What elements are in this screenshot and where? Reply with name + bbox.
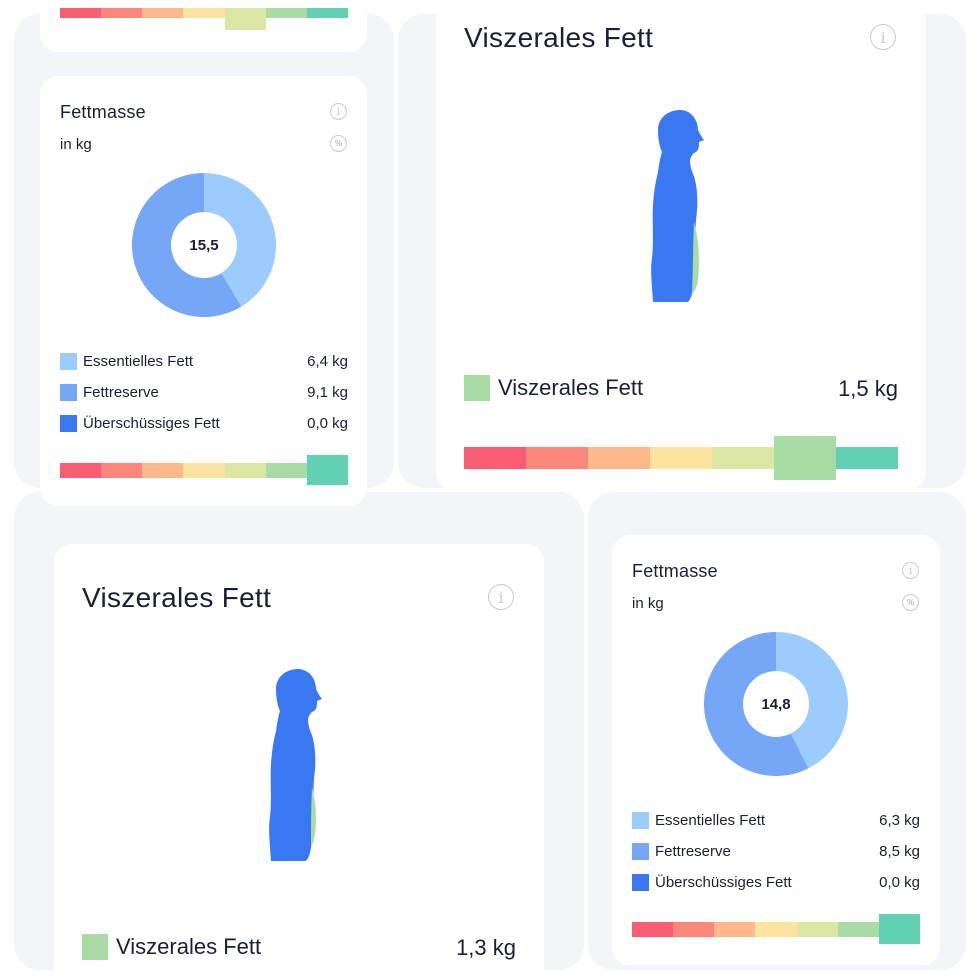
scale-segment: [588, 447, 650, 469]
card-title: Viszerales Fett: [464, 22, 654, 53]
scale-segment: [650, 447, 712, 469]
legend-value: 0,0 kg: [307, 415, 348, 432]
body-silhouette-icon: [651, 110, 704, 302]
viszerales-fett-legend: Viszerales Fett: [464, 375, 643, 401]
scale-segment: [265, 462, 307, 478]
scale-segment: [60, 462, 102, 478]
scale-segment: [464, 447, 526, 469]
donut-slice: [776, 632, 848, 769]
card-title: Fettmasse: [60, 102, 146, 122]
body-silhouette-icon: [269, 669, 322, 861]
legend-label: Fettreserve: [655, 843, 731, 860]
legend-label: Überschüssiges Fett: [655, 874, 792, 891]
scale-segment: [837, 921, 879, 937]
legend-label: Essentielles Fett: [655, 812, 766, 829]
donut-slice: [204, 173, 276, 307]
card-title: Viszerales Fett: [82, 582, 272, 613]
viszerales-fett-value: 1,3 kg: [456, 935, 516, 960]
fettmasse-card: Fettmasse i in kg % 14,8 Essentielles Fe…: [612, 535, 940, 965]
legend-swatch-essential: [60, 353, 77, 370]
viszerales-fett-card: Viszerales Fett i Viszerales Fett 1,3 kg: [54, 544, 544, 980]
legend-essential: Essentielles Fett: [60, 353, 193, 370]
percent-icon[interactable]: %: [902, 594, 919, 611]
scale-segment: [755, 921, 797, 937]
scale-segment: [306, 455, 348, 485]
viszerales-fett-legend: Viszerales Fett: [82, 934, 261, 960]
legend-label: Überschüssiges Fett: [83, 415, 220, 432]
scale-segment: [714, 921, 756, 937]
fettmasse-donut-chart: [132, 173, 276, 317]
viszerales-fett-card: Viszerales Fett i Viszerales Fett 1,5 kg: [436, 0, 926, 490]
percent-icon[interactable]: %: [330, 135, 347, 152]
info-icon[interactable]: i: [330, 103, 347, 120]
scale-segment: [183, 462, 225, 478]
donut-slice: [704, 632, 809, 776]
scale-segment: [673, 921, 715, 937]
legend-swatch-reserve: [60, 384, 77, 401]
scale-segment: [224, 462, 266, 478]
scale-segment: [142, 462, 184, 478]
info-icon[interactable]: i: [870, 24, 896, 50]
legend-reserve: Fettreserve: [60, 384, 159, 401]
scale-segment: [526, 447, 588, 469]
scale-bar: [60, 8, 348, 30]
legend-label: Essentielles Fett: [83, 353, 194, 370]
scale-segment: [265, 8, 307, 18]
legend-swatch-visceral: [82, 934, 108, 960]
legend-swatch-essential: [632, 812, 649, 829]
scale-segment: [60, 8, 102, 18]
legend-value: 9,1 kg: [307, 384, 348, 401]
viszerales-fett-value: 1,5 kg: [838, 376, 898, 401]
legend-essential: Essentielles Fett: [632, 812, 765, 829]
legend-excess: Überschüssiges Fett: [632, 874, 792, 891]
scale-segment: [306, 8, 348, 18]
legend-swatch-excess: [60, 415, 77, 432]
unit-label: in kg: [632, 595, 664, 612]
fettmasse-card: Fettmasse i in kg % 15,5 Essentielles Fe…: [40, 76, 367, 506]
info-icon[interactable]: i: [488, 584, 514, 610]
scale-bar: [632, 914, 920, 944]
donut-total-value: 15,5: [189, 237, 219, 254]
scale-segment: [712, 447, 774, 469]
scale-bar: [464, 436, 898, 480]
scale-segment: [142, 8, 184, 18]
legend-reserve: Fettreserve: [632, 843, 731, 860]
info-icon[interactable]: i: [902, 562, 919, 579]
legend-label: Fettreserve: [83, 384, 159, 401]
legend-label: Viszerales Fett: [498, 375, 644, 400]
legend-swatch-visceral: [464, 375, 490, 401]
legend-value: 6,4 kg: [307, 353, 348, 370]
scale-segment: [224, 8, 266, 30]
scale-segment: [101, 462, 143, 478]
legend-value: 8,5 kg: [879, 843, 920, 860]
card-top-partial: [40, 0, 367, 52]
scale-segment: [774, 436, 836, 480]
legend-label: Viszerales Fett: [116, 934, 262, 959]
scale-segment: [632, 921, 674, 937]
scale-segment: [101, 8, 143, 18]
scale-bar: [60, 455, 348, 485]
legend-value: 0,0 kg: [879, 874, 920, 891]
scale-segment: [796, 921, 838, 937]
legend-value: 6,3 kg: [879, 812, 920, 829]
legend-swatch-excess: [632, 874, 649, 891]
fettmasse-donut-chart: [704, 632, 848, 776]
card-title: Fettmasse: [632, 561, 718, 581]
scale-segment: [183, 8, 225, 18]
unit-label: in kg: [60, 136, 92, 153]
scale-segment: [836, 447, 898, 469]
scale-segment: [878, 914, 920, 944]
donut-slice: [132, 173, 242, 317]
donut-total-value: 14,8: [761, 696, 791, 713]
legend-excess: Überschüssiges Fett: [60, 415, 220, 432]
legend-swatch-reserve: [632, 843, 649, 860]
